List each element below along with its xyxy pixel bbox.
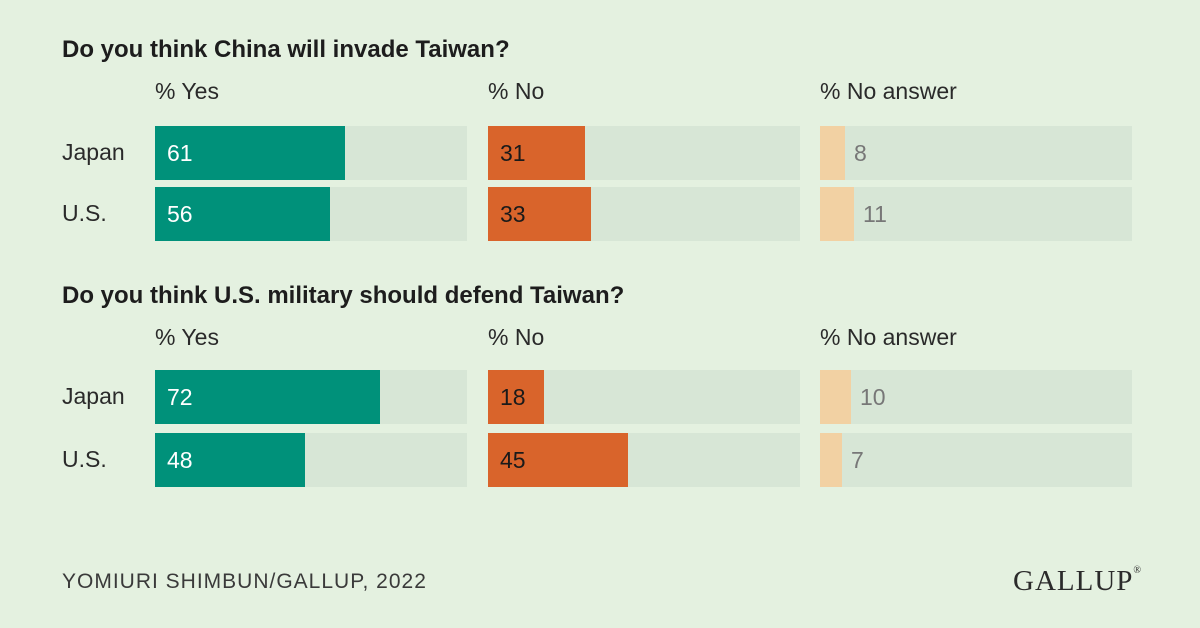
bar-value-label: 45 bbox=[500, 447, 526, 473]
bar-value-label: 48 bbox=[167, 447, 193, 473]
bar-track-yes: 56 bbox=[155, 187, 467, 241]
bar-track-no: 18 bbox=[488, 370, 800, 424]
bar-track-no: 31 bbox=[488, 126, 800, 180]
bar-no-answer bbox=[820, 433, 842, 487]
question-title: Do you think U.S. military should defend… bbox=[62, 282, 625, 309]
bar-no-answer bbox=[820, 126, 845, 180]
bar-value-label: 8 bbox=[854, 140, 867, 166]
column-header-no-answer: % No answer bbox=[820, 324, 957, 350]
bar-track-no-answer: 8 bbox=[820, 126, 1132, 180]
registered-mark: ® bbox=[1133, 565, 1142, 576]
bar-value-label: 7 bbox=[851, 447, 864, 473]
row-label: Japan bbox=[62, 139, 125, 165]
gallup-logo-text: GALLUP bbox=[1013, 565, 1134, 597]
gallup-logo: GALLUP® bbox=[1013, 565, 1142, 598]
bar-value-label: 56 bbox=[167, 201, 193, 227]
source-note: YOMIURI SHIMBUN/GALLUP, 2022 bbox=[62, 570, 427, 593]
bar-track-no-answer: 7 bbox=[820, 433, 1132, 487]
bar-yes bbox=[155, 433, 305, 487]
bar-value-label: 11 bbox=[863, 201, 887, 227]
column-header-yes: % Yes bbox=[155, 324, 219, 350]
column-header-no: % No bbox=[488, 78, 545, 104]
column-header-no-answer: % No answer bbox=[820, 78, 957, 104]
column-header-no: % No bbox=[488, 324, 545, 350]
bar-track-yes: 72 bbox=[155, 370, 467, 424]
row-label: U.S. bbox=[62, 200, 107, 226]
bar-value-label: 33 bbox=[500, 201, 526, 227]
bar-value-label: 18 bbox=[500, 384, 526, 410]
bar-track-no: 45 bbox=[488, 433, 800, 487]
bar-track-no: 33 bbox=[488, 187, 800, 241]
bar-no-answer bbox=[820, 187, 854, 241]
bar-track-no-answer: 11 bbox=[820, 187, 1132, 241]
bar-value-label: 10 bbox=[860, 384, 886, 410]
bar-track-yes: 48 bbox=[155, 433, 467, 487]
column-header-yes: % Yes bbox=[155, 78, 219, 104]
bar-value-label: 31 bbox=[500, 140, 526, 166]
bar-value-label: 72 bbox=[167, 384, 193, 410]
bar-no bbox=[488, 126, 585, 180]
bar-track-no-answer: 10 bbox=[820, 370, 1132, 424]
bar-no bbox=[488, 370, 544, 424]
bar-no-answer bbox=[820, 370, 851, 424]
bar-yes bbox=[155, 370, 380, 424]
bar-value-label: 61 bbox=[167, 140, 193, 166]
bar-no bbox=[488, 187, 591, 241]
bar-yes bbox=[155, 126, 345, 180]
row-label: Japan bbox=[62, 383, 125, 409]
question-title: Do you think China will invade Taiwan? bbox=[62, 36, 510, 63]
bar-no bbox=[488, 433, 628, 487]
bar-track-yes: 61 bbox=[155, 126, 467, 180]
bar-yes bbox=[155, 187, 330, 241]
row-label: U.S. bbox=[62, 446, 107, 472]
